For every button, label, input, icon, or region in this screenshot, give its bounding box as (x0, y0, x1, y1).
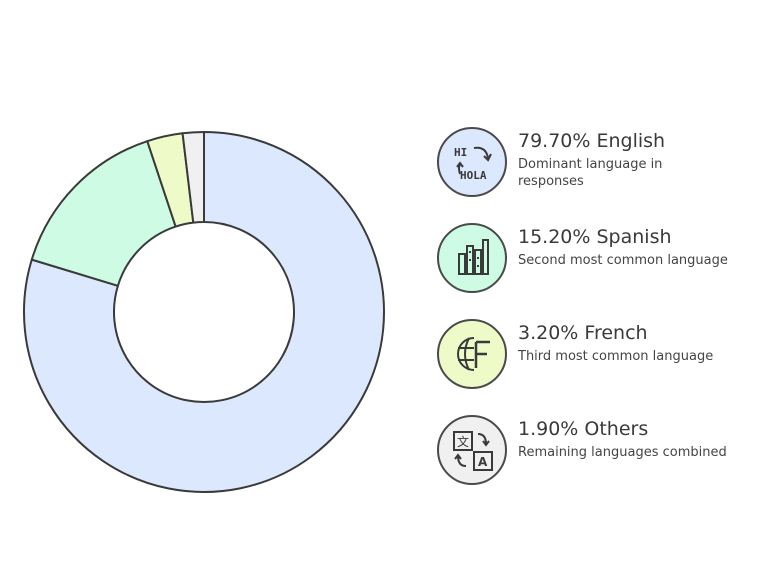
translate-hi-hola-icon: HI HOLA (436, 126, 508, 198)
icon-hi-text: HI (454, 146, 467, 159)
bars-chart-icon (436, 222, 508, 294)
legend-title: 15.20% Spanish (518, 226, 672, 248)
donut-chart (23, 131, 385, 493)
translate-a-icon: 文 A (436, 414, 508, 486)
svg-text:A: A (478, 455, 488, 469)
legend-description: Second most common language (518, 253, 728, 268)
legend-description: Dominant language in responses (518, 157, 663, 189)
icon-hola-text: HOLA (460, 169, 487, 182)
legend-description: Third most common language (518, 349, 714, 364)
legend-item-english: HI HOLA 79.70% English Dominant language… (436, 124, 770, 220)
legend-title: 1.90% Others (518, 418, 649, 440)
legend-item-others: 文 A 1.90% Others Remaining languages com… (436, 412, 770, 508)
slice-english (23, 131, 385, 493)
legend-item-french: 3.20% French Third most common language (436, 316, 770, 412)
legend-description: Remaining languages combined (518, 445, 727, 460)
svg-text:文: 文 (457, 434, 469, 449)
slice-others (181, 131, 205, 224)
legend: HI HOLA 79.70% English Dominant language… (436, 124, 770, 508)
legend-title: 79.70% English (518, 130, 666, 152)
slice-spanish (30, 140, 177, 287)
legend-item-spanish: 15.20% Spanish Second most common langua… (436, 220, 770, 316)
globe-f-icon (436, 318, 508, 390)
legend-title: 3.20% French (518, 322, 648, 344)
donut-slices (23, 131, 385, 493)
